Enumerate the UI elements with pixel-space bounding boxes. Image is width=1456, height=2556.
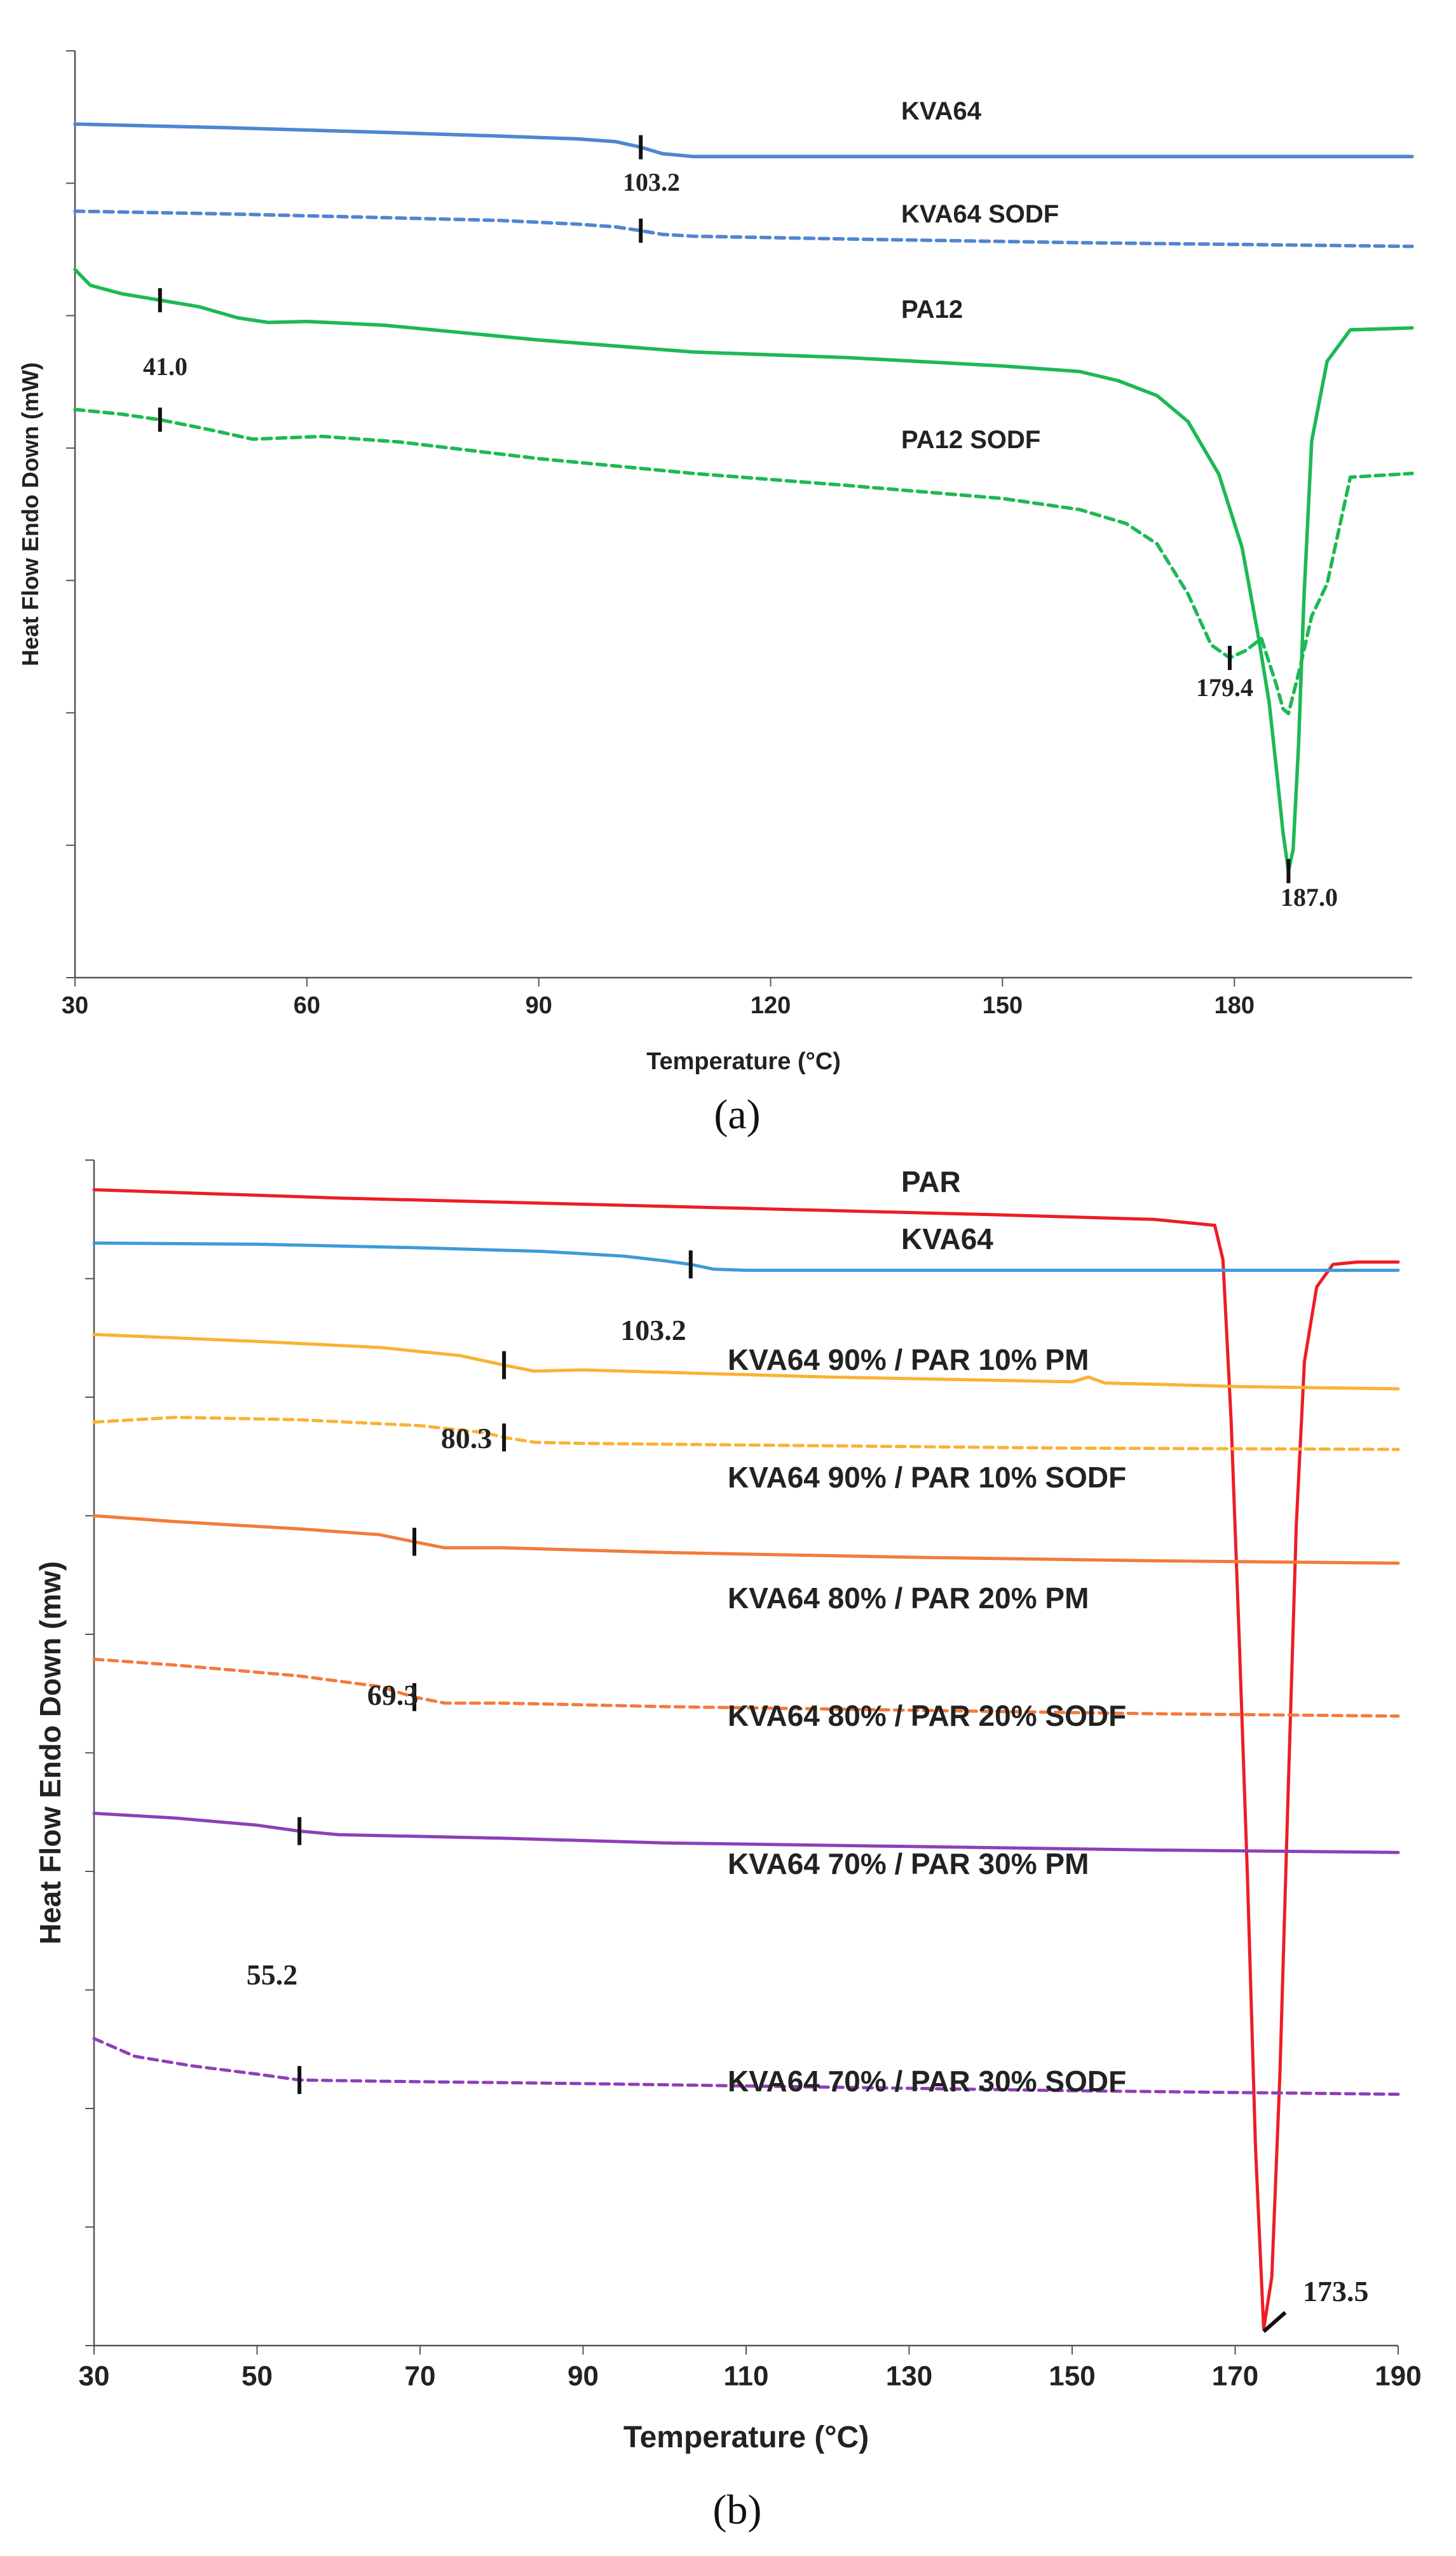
series-line	[92, 2037, 1400, 2096]
x-axis-label: Temperature (°C)	[646, 1048, 841, 1075]
x-tick-label: 90	[568, 2360, 599, 2391]
x-tick-label: 110	[724, 2360, 769, 2391]
series-line	[92, 1514, 1400, 1565]
series-label: KVA64 90% / PAR 10% PM	[728, 1343, 1089, 1376]
series-line	[73, 407, 1414, 716]
x-tick-label: 60	[294, 992, 320, 1019]
annotation-label: 41.0	[143, 352, 187, 381]
series-label: KVA64 80% / PAR 20% PM	[728, 1582, 1089, 1615]
x-tick-label: 190	[1375, 2360, 1421, 2391]
series-line	[92, 1657, 1400, 1718]
series-label: PAR	[901, 1165, 961, 1198]
series-line	[73, 209, 1414, 249]
x-tick-label: 70	[405, 2360, 436, 2391]
annotation-label: 187.0	[1281, 883, 1338, 912]
annotation-label: 173.5	[1303, 2275, 1369, 2307]
x-tick-label: 30	[62, 992, 88, 1019]
panel-label: (b)	[713, 2487, 762, 2533]
x-tick-label: 150	[983, 992, 1023, 1019]
series-label: PA12 SODF	[901, 426, 1040, 454]
x-tick-label: 30	[79, 2360, 110, 2391]
panel-a-chart: 30 60 90 120 150 180 Temperature (°C) Heat Flow…	[17, 50, 1414, 1138]
x-tick-label: 130	[886, 2360, 932, 2391]
x-tick-label: 90	[526, 992, 552, 1019]
y-axis-label: Heat Flow Endo Down (mW)	[17, 362, 43, 666]
annotation-label: 69.3	[367, 1679, 419, 1711]
series-line	[92, 1188, 1400, 2331]
series-line	[92, 1812, 1400, 1854]
series-label: KVA64	[901, 97, 982, 125]
x-tick-label: 50	[242, 2360, 273, 2391]
x-tick-label: 150	[1049, 2360, 1095, 2391]
series-line	[92, 1416, 1400, 1451]
series-line	[73, 122, 1414, 158]
annotation-label: 80.3	[441, 1422, 493, 1454]
panel-label: (a)	[714, 1091, 760, 1138]
x-tick-label: 120	[751, 992, 791, 1019]
panel-b-chart: 30 50 70 90 110 130 150 170 190 Temperature (°C) H…	[34, 1159, 1422, 2533]
series-label: KVA64 80% / PAR 20% SODF	[728, 1699, 1126, 1732]
x-axis-label: Temperature (°C)	[623, 2421, 869, 2454]
series-label: KVA64 70% / PAR 30% PM	[728, 1847, 1089, 1880]
peak-marker	[1262, 2311, 1287, 2334]
series-label: KVA64 70% / PAR 30% SODF	[728, 2065, 1126, 2098]
x-tick-label: 170	[1212, 2360, 1258, 2391]
series-label: KVA64	[901, 1222, 993, 1255]
series-line	[92, 1241, 1400, 1272]
annotation-label: 55.2	[247, 1958, 298, 1991]
series-label: KVA64 SODF	[901, 200, 1059, 228]
annotation-label: 179.4	[1196, 673, 1253, 702]
x-tick-label: 180	[1214, 992, 1255, 1019]
series-label: KVA64 90% / PAR 10% SODF	[728, 1461, 1126, 1494]
series-line	[92, 1332, 1400, 1391]
y-axis-label: Heat Flow Endo Down (mw)	[34, 1561, 67, 1944]
series-label: PA12	[901, 296, 963, 324]
series-line	[73, 268, 1414, 873]
annotation-label: 103.2	[620, 1314, 686, 1346]
annotation-label: 103.2	[623, 168, 680, 196]
